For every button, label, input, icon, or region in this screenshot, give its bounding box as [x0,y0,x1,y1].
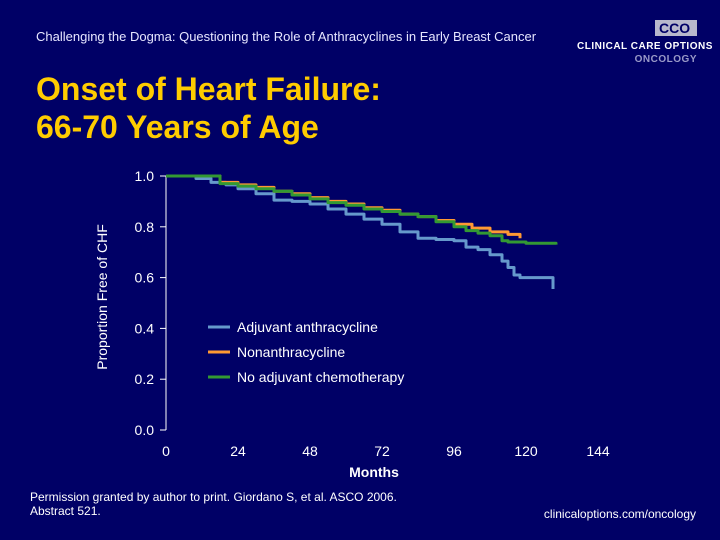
x-tick-label: 48 [302,443,318,459]
x-tick-label: 24 [230,443,246,459]
legend-label: Nonanthracycline [237,344,345,360]
legend-label: Adjuvant anthracycline [237,319,378,335]
x-tick-label: 72 [374,443,390,459]
permission-line1: Permission granted by author to print. G… [30,490,397,504]
logo-mark: CCO [659,20,691,36]
logo-line2: ONCOLOGY [634,54,697,65]
y-tick-label: 0.4 [135,320,155,336]
x-axis-title: Months [349,464,399,480]
x-tick-label: 120 [514,443,538,459]
x-tick-label: 144 [586,443,610,459]
logo-badge: CCO [655,20,697,36]
y-tick-label: 0.6 [135,270,155,286]
website-link[interactable]: clinicaloptions.com/oncology [543,507,696,521]
y-tick-label: 0.8 [135,219,155,235]
y-tick-label: 0.0 [135,422,155,438]
header-subtitle: Challenging the Dogma: Questioning the R… [36,29,537,44]
permission-note: Permission granted by author to print. G… [30,490,397,518]
x-tick-label: 0 [162,443,170,459]
cco-logo: CCO CLINICAL CARE OPTIONS ONCOLOGY [577,20,712,66]
y-tick-label: 1.0 [135,168,155,184]
slide-title: Onset of Heart Failure: 66-70 Years of A… [36,70,381,146]
legend-label: No adjuvant chemotherapy [237,369,404,385]
logo-line1: CLINICAL CARE OPTIONS [577,41,713,52]
slide-title-line1: Onset of Heart Failure: [36,71,381,107]
x-tick-label: 96 [446,443,462,459]
y-axis-title: Proportion Free of CHF [94,224,110,370]
series-line-3 [166,174,558,245]
y-tick-label: 0.2 [135,371,155,387]
permission-line2: Abstract 521. [30,504,101,518]
slide-title-line2: 66-70 Years of Age [36,109,319,145]
